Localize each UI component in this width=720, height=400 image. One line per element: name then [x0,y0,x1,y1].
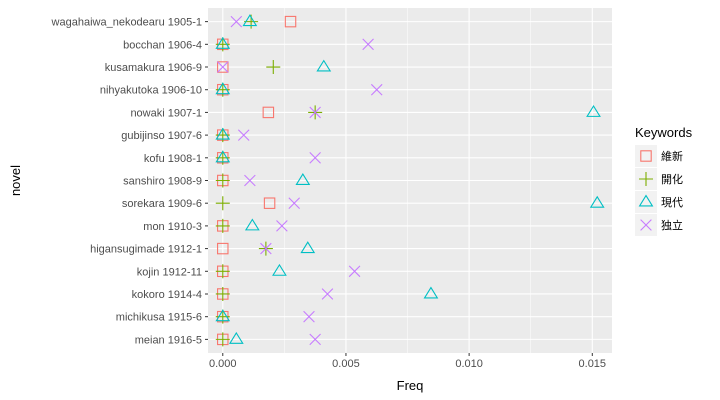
y-tick-label: gubijinso 1907-6 [121,130,202,142]
y-tick-label: meian 1916-5 [135,334,202,346]
point-plus [215,128,230,143]
x-tick-label: 0.005 [332,358,360,370]
y-tick-label: michikusa 1915-6 [116,312,202,324]
point-plus [215,286,230,301]
point-plus [215,264,230,279]
y-tick-label: kokoro 1914-4 [132,289,202,301]
point-triangle [215,150,231,163]
point-cross [303,310,315,323]
point-cross [237,129,250,141]
point-square [262,106,275,119]
y-tick-label: bocchan 1906-4 [123,39,202,51]
x-axis-ticks: 0.000 0.005 0.010 0.015 [209,353,606,370]
point-triangle [300,241,316,254]
point-plus [215,332,230,347]
data-points [215,14,605,347]
x-tick-label: 0.015 [579,358,607,370]
point-square [217,61,229,73]
point-plus [215,82,230,97]
point-triangle [272,263,287,276]
point-square [217,242,229,255]
legend-title: Keywords [635,125,693,140]
legend-key [635,191,657,213]
y-tick-label: mon 1910-3 [143,221,202,233]
legend-key [635,145,657,167]
point-triangle [423,286,439,299]
point-triangle [586,104,601,117]
y-tick-label: wagahaiwa_nekodearu 1905-1 [51,17,202,29]
point-cross [216,61,229,73]
legend-plus-icon [639,172,653,186]
point-cross [244,174,256,187]
point-triangle [244,218,260,231]
point-square [284,15,297,28]
point-triangle [215,36,231,49]
point-cross [309,106,321,119]
point-cross [362,38,374,51]
point-plus [215,196,230,211]
point-cross [260,242,272,255]
point-plus [215,218,230,233]
point-cross [230,15,243,28]
point-plus [215,309,230,324]
legend-label: 開化 [661,172,683,186]
y-tick-label: nowaki 1907-1 [130,107,202,119]
grid-lines [208,8,612,353]
point-triangle [215,82,231,95]
y-tick-label: sorekara 1909-6 [122,198,202,210]
point-plus [215,37,230,52]
point-cross [370,83,383,96]
point-cross [309,333,321,346]
x-tick-label: 0.000 [209,358,237,370]
point-cross [348,265,361,278]
y-tick-label: kofu 1908-1 [144,153,202,165]
y-axis-ticks: wagahaiwa_nekodearu 1905-1 bocchan 1906-4… [51,17,208,346]
legend-square-icon [640,150,652,162]
point-cross [288,197,301,209]
point-plus [266,60,281,75]
legend-label: 現代 [661,196,683,209]
point-triangle [215,309,231,322]
point-triangle [316,59,332,72]
legend-cross-icon [640,219,652,231]
point-triangle [295,173,311,186]
y-tick-label: higansugimade 1912-1 [90,244,202,256]
legend-triangle-icon [638,194,654,207]
point-triangle [228,331,244,344]
y-tick-label: sanshiro 1908-9 [123,176,202,188]
point-plus [215,150,230,165]
y-tick-label: nihyakutoka 1906-10 [100,85,202,97]
legend-label: 独立 [661,218,683,232]
x-tick-label: 0.010 [455,358,483,370]
point-triangle [242,14,258,27]
point-triangle [589,195,605,208]
y-axis-title: novel [8,165,23,196]
point-cross [321,288,334,300]
point-triangle [215,127,231,140]
y-tick-label: kojin 1912-11 [137,266,202,278]
x-axis-title: Freq [397,378,424,393]
legend-label: 維新 [661,149,683,163]
point-cross [276,220,288,232]
point-plus [215,173,230,188]
point-cross [309,152,321,164]
point-square [263,197,276,209]
y-tick-label: kusamakura 1906-9 [105,62,202,74]
